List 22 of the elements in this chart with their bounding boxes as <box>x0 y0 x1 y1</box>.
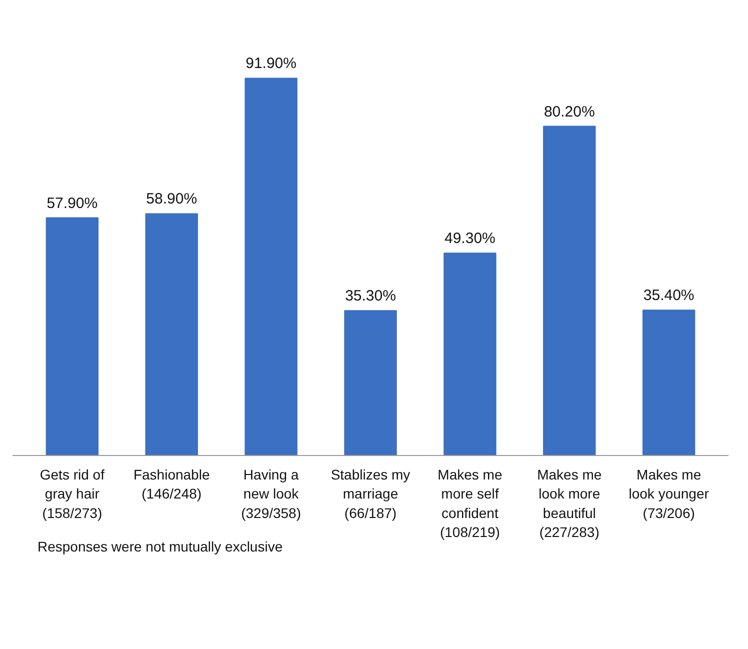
x-tick-label: Makes me more self confident (108/219) <box>438 466 502 540</box>
bar <box>344 310 397 456</box>
data-label: 57.90% <box>46 194 98 212</box>
data-label: 91.90% <box>246 55 296 72</box>
x-tick-label: Stablizes my marriage (66/187) <box>330 466 410 521</box>
text: Responses were not mutually exclusive <box>38 538 283 554</box>
data-label: 58.90% <box>146 190 198 208</box>
bar <box>46 217 99 456</box>
data-label: 49.30% <box>444 230 496 248</box>
data-label: 35.40% <box>643 287 694 304</box>
bar <box>543 126 596 456</box>
x-tick-label: Makes me look younger (73/206) <box>628 466 710 521</box>
x-tick-label: Gets rid of gray hair (158/273) <box>40 466 105 521</box>
x-tick-label: Having a new look (329/358) <box>241 466 302 521</box>
bar <box>244 78 298 456</box>
bar <box>642 310 696 456</box>
data-label: 80.20% <box>544 103 595 120</box>
x-tick-label: Fashionable (146/248) <box>133 466 210 502</box>
bar <box>145 213 198 456</box>
data-label: 35.30% <box>345 288 396 305</box>
x-tick-label: Makes me look more beautiful (227/283) <box>537 466 602 540</box>
bar <box>444 252 496 456</box>
